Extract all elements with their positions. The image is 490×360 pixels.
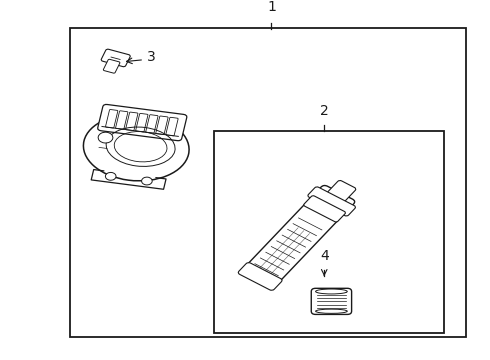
- FancyBboxPatch shape: [238, 262, 282, 291]
- Circle shape: [98, 132, 113, 143]
- FancyBboxPatch shape: [308, 187, 356, 216]
- FancyBboxPatch shape: [98, 104, 187, 141]
- Bar: [214, 131, 444, 333]
- FancyBboxPatch shape: [125, 112, 138, 131]
- FancyBboxPatch shape: [116, 111, 128, 129]
- FancyBboxPatch shape: [156, 116, 168, 135]
- FancyBboxPatch shape: [146, 115, 158, 133]
- FancyBboxPatch shape: [311, 288, 352, 314]
- Ellipse shape: [83, 114, 189, 181]
- Bar: [70, 28, 466, 337]
- Text: 4: 4: [320, 249, 329, 263]
- Text: 1: 1: [267, 0, 276, 14]
- FancyBboxPatch shape: [327, 180, 356, 202]
- FancyBboxPatch shape: [101, 49, 130, 67]
- FancyBboxPatch shape: [166, 117, 178, 136]
- FancyBboxPatch shape: [103, 59, 120, 73]
- Ellipse shape: [316, 309, 347, 313]
- FancyBboxPatch shape: [304, 196, 345, 222]
- Circle shape: [142, 177, 152, 185]
- FancyBboxPatch shape: [105, 109, 118, 128]
- FancyBboxPatch shape: [136, 113, 148, 132]
- FancyBboxPatch shape: [245, 185, 355, 284]
- Circle shape: [105, 172, 116, 180]
- Ellipse shape: [316, 289, 347, 294]
- Text: 3: 3: [147, 50, 155, 64]
- Text: 2: 2: [320, 104, 329, 118]
